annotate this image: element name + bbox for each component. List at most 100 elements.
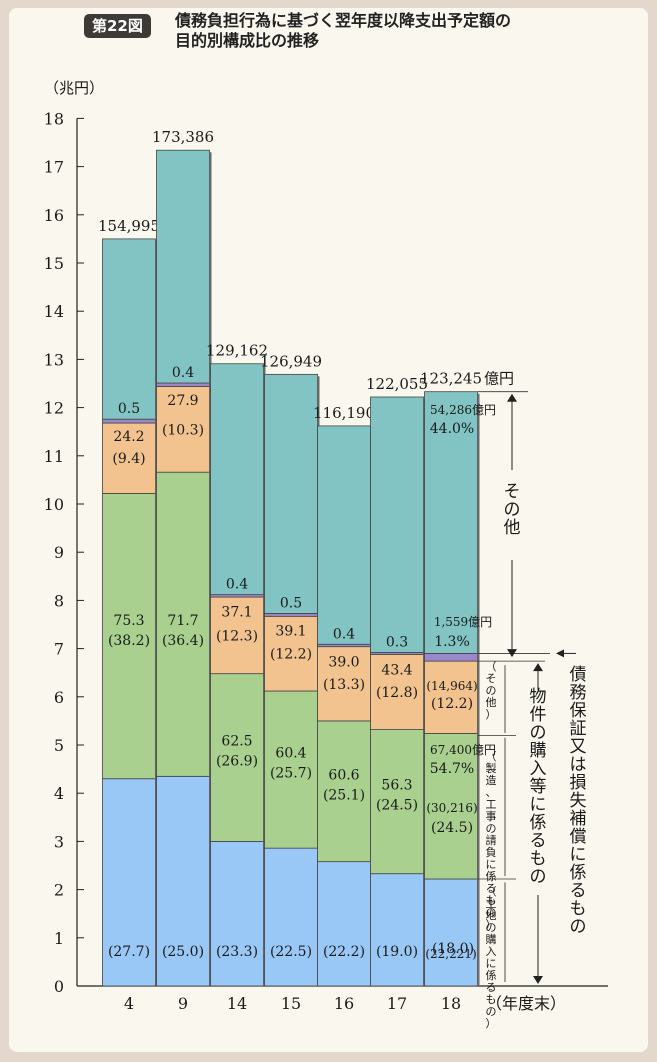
y-axis-label: （兆円） xyxy=(44,79,104,97)
annotation-sub-construction: 工 xyxy=(486,798,497,811)
annotation-sub-other: そ xyxy=(486,672,497,685)
data-label-other: 43.4 xyxy=(381,662,412,678)
y-tick-label: 18 xyxy=(44,109,64,128)
figure-title-line2: 目的別構成比の推移 xyxy=(175,31,320,50)
data-label-land: (22.5) xyxy=(270,944,312,960)
data-label-construction: (38.2) xyxy=(108,633,150,649)
y-tick-label: 0 xyxy=(54,977,64,996)
annotation-sub-construction: （ xyxy=(486,750,497,763)
total-unit-label: 億円 xyxy=(484,370,514,388)
data-label-purchase-total: 60.4 xyxy=(275,746,306,762)
bar-segment-guarantee xyxy=(102,418,156,424)
bar-segment-other xyxy=(317,425,371,645)
annotation-guarantee: 務 xyxy=(570,683,587,703)
data-label-other: 37.1 xyxy=(221,605,252,621)
x-axis-label: （年度末） xyxy=(486,994,566,1013)
data-label-construction: (24.5) xyxy=(376,798,418,814)
bar-segment-other xyxy=(102,238,156,420)
annotation-guarantee: 失 xyxy=(570,791,587,811)
data-label-purchase-total: 56.3 xyxy=(381,778,412,794)
bar-segment-other-purchase xyxy=(210,596,264,675)
data-label-other: 39.1 xyxy=(275,623,306,639)
figure-number-badge: 第22図 xyxy=(84,14,151,38)
y-tick-label: 10 xyxy=(44,495,64,514)
bar-segment-land xyxy=(156,775,210,987)
annotation-guarantee: 係 xyxy=(570,863,587,883)
y-tick-label: 16 xyxy=(44,206,64,225)
data-label-guarantee: 1.3% xyxy=(434,634,470,650)
data-label-construction: (25.1) xyxy=(323,787,365,803)
annotation-guarantee: 証 xyxy=(570,719,587,739)
annotation-sub-land: の xyxy=(486,921,497,934)
data-label-purchase-total: 60.6 xyxy=(328,767,359,783)
fy18-amount-other: 54,286億円 xyxy=(430,403,496,417)
y-tick-label: 13 xyxy=(44,350,64,369)
annotation-guarantee: 保 xyxy=(570,701,587,721)
data-label-purchase-total: 75.3 xyxy=(113,613,144,629)
data-label-guarantee: 0.3 xyxy=(386,634,408,650)
annotation-sub-other: の xyxy=(486,684,497,697)
annotation-sub-land: る xyxy=(486,981,497,994)
annotation-other: そ xyxy=(504,482,521,502)
data-label-land: (18.0) xyxy=(432,941,474,957)
annotation-sub-construction: 、 xyxy=(486,786,497,799)
data-label-land: (19.0) xyxy=(376,944,418,960)
data-label-other-purchase: (9.4) xyxy=(112,451,145,467)
y-tick-label: 1 xyxy=(54,929,64,948)
bar-segment-construction xyxy=(370,729,424,875)
bar-segment-land xyxy=(317,861,371,987)
data-label-construction: (25.7) xyxy=(270,766,312,782)
bar-shadow xyxy=(477,393,480,987)
annotation-purchase: 係 xyxy=(530,813,547,833)
data-label-land: (22.2) xyxy=(323,944,365,960)
annotation-guarantee: 償 xyxy=(570,827,587,847)
annotation-purchase: 購 xyxy=(530,741,547,761)
x-tick-label: 15 xyxy=(281,994,301,1013)
annotation-guarantee: 損 xyxy=(570,773,587,793)
annotation-guarantee: 債 xyxy=(570,665,587,685)
bar-segment-construction xyxy=(210,673,264,842)
annotation-sub-construction: る xyxy=(486,882,497,895)
annotation-purchase: 等 xyxy=(530,777,547,797)
bar-segment-land xyxy=(264,847,318,987)
annotation-sub-construction: の xyxy=(486,822,497,835)
bar-segment-other-purchase xyxy=(317,646,371,722)
data-label-purchase-total: 54.7% xyxy=(430,761,474,777)
annotation-sub-construction: 製 xyxy=(486,761,497,775)
annotation-sub-other: ） xyxy=(486,708,497,721)
data-label-other-purchase: (12.2) xyxy=(431,696,473,712)
bar-total-label: 173,386 xyxy=(152,128,214,146)
y-tick-label: 6 xyxy=(54,688,64,707)
y-tick-label: 11 xyxy=(44,447,64,466)
bar-segment-guarantee xyxy=(424,653,478,662)
data-label-guarantee: 0.4 xyxy=(333,626,355,642)
arrow-head xyxy=(507,393,517,402)
annotation-guarantee: 補 xyxy=(570,809,587,829)
x-tick-label: 14 xyxy=(227,994,247,1013)
bar-segment-construction xyxy=(317,720,371,863)
annotation-sub-construction: 請 xyxy=(486,833,497,847)
bar-segment-other-purchase xyxy=(156,385,210,473)
arrow-head xyxy=(533,663,543,672)
bar-total-label: 122,055 xyxy=(366,375,428,393)
annotation-guarantee: に xyxy=(570,845,587,865)
fy18-amount-other-purchase: (14,964) xyxy=(426,679,477,693)
annotation-sub-other: （ xyxy=(486,660,497,673)
data-label-guarantee: 0.5 xyxy=(280,595,302,611)
data-label-construction: (36.4) xyxy=(162,633,204,649)
bar-segment-other xyxy=(370,396,424,653)
y-tick-label: 2 xyxy=(54,881,64,900)
bar-total-label: 154,995 xyxy=(98,217,160,235)
x-tick-label: 9 xyxy=(178,994,188,1013)
figure-title-line1: 債務負担行為に基づく翌年度以降支出予定額の xyxy=(175,11,512,30)
annotation-sub-construction: も xyxy=(486,894,497,907)
bar-segment-guarantee xyxy=(156,382,210,387)
figure-title: 債務負担行為に基づく翌年度以降支出予定額の 目的別構成比の推移 xyxy=(175,11,595,51)
y-tick-label: 3 xyxy=(54,832,64,851)
annotation-purchase: の xyxy=(530,723,547,743)
fy18-amount-land: (22,221) xyxy=(425,947,476,961)
y-tick-label: 14 xyxy=(44,302,64,321)
y-tick-label: 5 xyxy=(54,736,64,755)
annotation-sub-construction: 負 xyxy=(486,846,497,859)
bar-segment-other-purchase xyxy=(370,653,424,730)
